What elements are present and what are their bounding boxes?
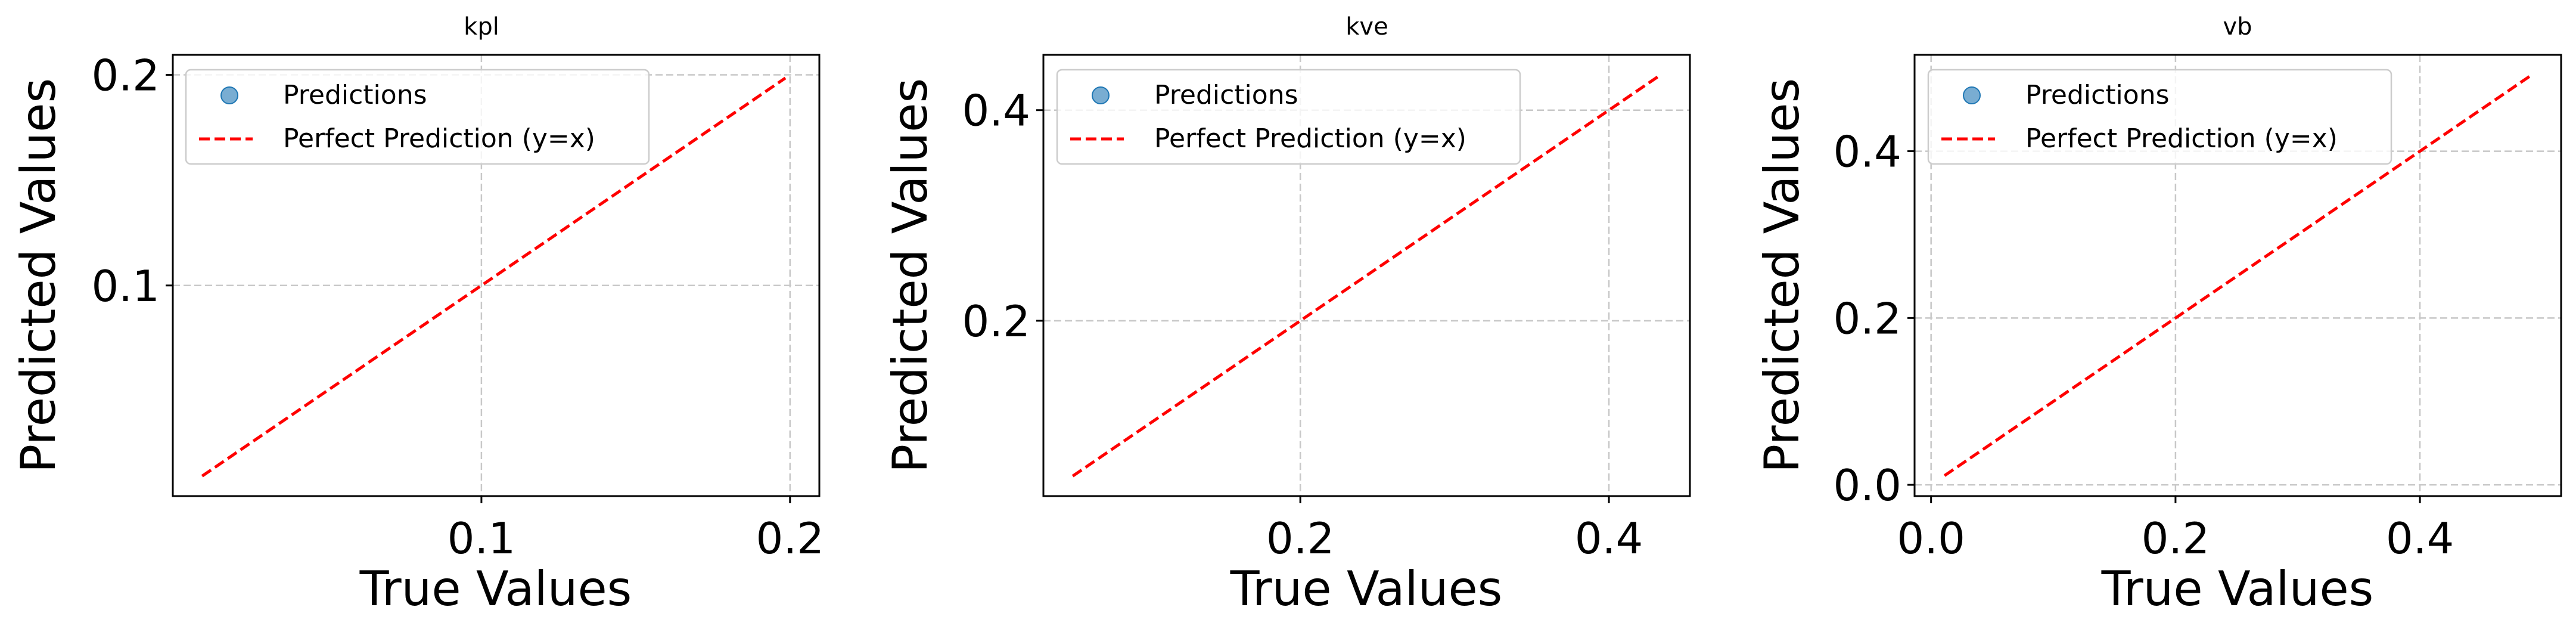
legend-marker-predictions — [220, 86, 238, 104]
x-tick-label: 0.4 — [2386, 513, 2454, 563]
y-axis-ticks: 0.1 0.2 — [91, 51, 173, 311]
subplot-kpl: kpl 0.1 0.2 0.1 0.2 Predictions Perfect Pr… — [11, 13, 824, 617]
x-tick-label: 0.1 — [448, 513, 516, 563]
x-tick-label: 0.2 — [2142, 513, 2210, 563]
identity-line — [1071, 73, 1662, 478]
x-tick-label: 0.0 — [1897, 513, 1965, 563]
series-layer — [1943, 74, 2533, 477]
series-layer — [1071, 73, 1662, 478]
plot-frame — [172, 54, 821, 497]
series-layer — [201, 76, 787, 478]
y-tick-label: 0.2 — [962, 296, 1030, 346]
x-axis-label: True Values — [1230, 561, 1503, 617]
subplot-title: vb — [2223, 13, 2252, 41]
legend-label: Perfect Prediction (y=x) — [1154, 123, 1466, 154]
legend-box — [1056, 69, 1521, 165]
y-tick-label: 0.2 — [91, 51, 160, 101]
y-axis-ticks: 0.2 0.4 — [962, 86, 1043, 346]
plot-frame — [1042, 54, 1691, 497]
legend-label: Predictions — [283, 80, 427, 110]
y-tick-label: 0.2 — [1833, 293, 1901, 343]
x-tick-label: 0.4 — [1575, 513, 1643, 563]
x-axis-ticks: 0.1 0.2 — [448, 496, 824, 563]
y-tick-label: 0.4 — [962, 86, 1030, 136]
legend-label: Predictions — [2025, 80, 2170, 110]
x-axis-ticks: 0.0 0.2 0.4 — [1897, 496, 2454, 563]
y-tick-label: 0.4 — [1833, 127, 1901, 177]
y-axis-ticks: 0.0 0.2 0.4 — [1833, 127, 1915, 510]
y-axis-label: Predicted Values — [1754, 78, 1810, 473]
legend-label: Predictions — [1154, 80, 1298, 110]
y-tick-label: 0.0 — [1833, 460, 1901, 510]
subplot-title: kve — [1346, 13, 1388, 41]
x-tick-label: 0.2 — [1266, 513, 1335, 563]
y-tick-label: 0.1 — [91, 261, 160, 311]
plot-frame — [1913, 54, 2562, 497]
legend-marker-predictions — [1092, 86, 1110, 104]
legend-label: Perfect Prediction (y=x) — [2025, 123, 2338, 154]
legend-marker-predictions — [1963, 86, 1981, 104]
legend-box — [185, 69, 650, 165]
x-axis-label: True Values — [2101, 561, 2374, 617]
identity-line — [201, 76, 787, 478]
legend-box — [1927, 69, 2392, 165]
legend: Predictions Perfect Prediction (y=x) — [1927, 69, 2392, 165]
legend: Predictions Perfect Prediction (y=x) — [1056, 69, 1521, 165]
legend-label: Perfect Prediction (y=x) — [283, 123, 595, 154]
y-axis-label: Predicted Values — [883, 78, 938, 473]
x-tick-label: 0.2 — [756, 513, 825, 563]
subplot-title: kpl — [464, 13, 499, 41]
identity-line — [1943, 74, 2533, 477]
subplot-vb: vb 0.0 0.2 0.4 0.0 0.2 0.4 Predictions Perfe… — [1754, 13, 2562, 617]
subplot-kve: kve 0.2 0.4 0.2 0.4 Predictions Perfect Pr… — [883, 13, 1691, 617]
x-axis-label: True Values — [359, 561, 632, 617]
x-axis-ticks: 0.2 0.4 — [1266, 496, 1643, 563]
legend: Predictions Perfect Prediction (y=x) — [185, 69, 650, 165]
y-axis-label: Predicted Values — [11, 78, 66, 473]
